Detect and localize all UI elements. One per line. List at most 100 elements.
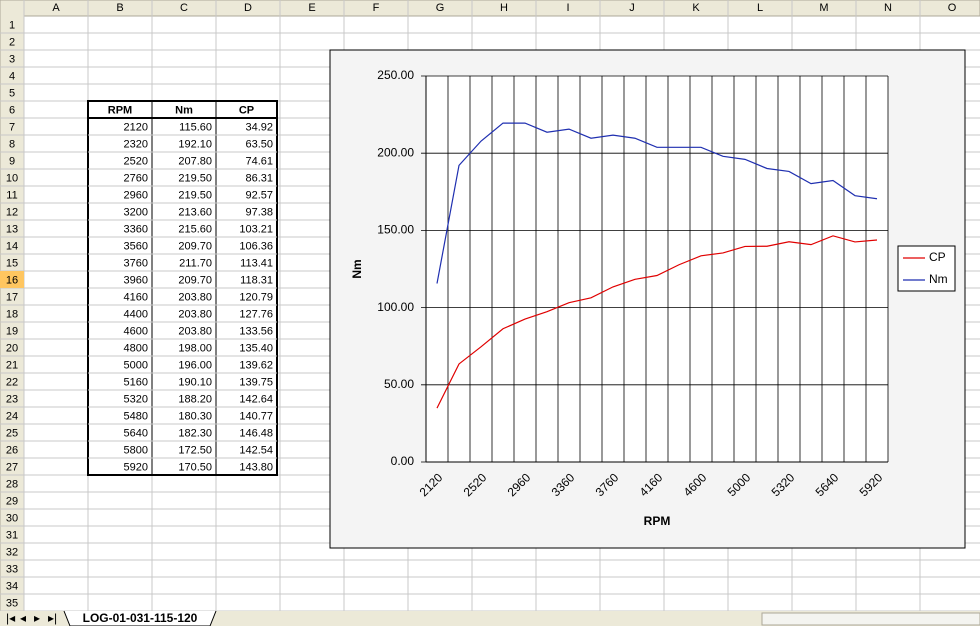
table-cell: 143.80 (239, 461, 273, 473)
table-cell: 4160 (124, 291, 148, 303)
table-cell: 209.70 (178, 240, 212, 252)
sheet-nav-button[interactable]: ◂ (20, 611, 26, 625)
column-header: E (308, 2, 315, 14)
table-cell: 211.70 (179, 257, 212, 269)
column-header: L (757, 2, 763, 14)
table-cell: 5480 (124, 410, 148, 422)
row-header: 1 (9, 19, 15, 31)
table-cell: 86.31 (245, 172, 273, 184)
row-header: 6 (9, 104, 15, 116)
y-tick-label: 50.00 (384, 377, 414, 391)
x-axis-title: RPM (644, 514, 671, 528)
sheet-nav-button[interactable]: |◂ (6, 611, 15, 625)
y-tick-label: 250.00 (377, 68, 414, 82)
table-cell: 2320 (124, 138, 148, 150)
table-cell: 215.60 (178, 223, 212, 235)
table-cell: 2120 (124, 121, 148, 133)
legend-label: Nm (929, 272, 948, 286)
horizontal-scrollbar[interactable] (761, 612, 980, 626)
row-header: 31 (6, 529, 18, 541)
row-header: 25 (6, 427, 18, 439)
row-header: 15 (6, 257, 18, 269)
table-cell: 113.41 (240, 257, 273, 269)
y-tick-label: 0.00 (391, 454, 415, 468)
legend-box (897, 245, 956, 292)
row-header: 21 (6, 359, 18, 371)
row-header: 18 (6, 308, 18, 320)
table-cell: 3760 (124, 257, 148, 269)
table-cell: 203.80 (178, 291, 212, 303)
row-header: 33 (6, 563, 18, 575)
row-header: 30 (6, 512, 18, 524)
row-header: 2 (9, 36, 15, 48)
row-header: 20 (6, 342, 18, 354)
table-cell: 115.60 (179, 121, 212, 133)
row-header: 29 (6, 495, 18, 507)
column-header: D (244, 2, 252, 14)
table-cell: 5000 (124, 359, 148, 371)
table-cell: 190.10 (178, 376, 212, 388)
series-line (436, 122, 878, 284)
table-cell: 106.36 (239, 240, 273, 252)
table-cell: 140.77 (239, 410, 273, 422)
table-cell: 97.38 (245, 206, 273, 218)
column-header: O (948, 2, 957, 14)
row-header: 11 (6, 189, 17, 201)
sheet-nav-button[interactable]: ▸ (34, 611, 40, 625)
row-header: 35 (6, 597, 18, 609)
row-header: 32 (6, 546, 18, 558)
table-cell: 198.00 (178, 342, 212, 354)
row-header: 4 (9, 70, 15, 82)
column-header-bar (0, 0, 980, 17)
row-header: 14 (6, 240, 18, 252)
table-cell: 182.30 (178, 427, 212, 439)
column-header: H (500, 2, 508, 14)
plot-area (426, 76, 888, 462)
sheet-tab-label[interactable]: LOG-01-031-115-120 (83, 611, 198, 625)
table-cell: 188.20 (178, 393, 212, 405)
table-cell: 213.60 (178, 206, 212, 218)
table-cell: 203.80 (178, 325, 212, 337)
table-cell: 219.50 (178, 189, 212, 201)
legend-label: CP (929, 250, 946, 264)
tab-bar (0, 611, 980, 626)
table-cell: 139.62 (239, 359, 273, 371)
column-header: B (116, 2, 123, 14)
table-cell: 4600 (124, 325, 148, 337)
row-header: 8 (9, 138, 15, 150)
row-header: 16 (6, 274, 18, 286)
row-header: 17 (6, 291, 18, 303)
table-cell: 120.79 (239, 291, 273, 303)
table-cell: 180.30 (178, 410, 212, 422)
row-header: 19 (6, 325, 18, 337)
table-cell: 4800 (124, 342, 148, 354)
series-line (436, 235, 878, 409)
row-header: 7 (9, 121, 15, 133)
table-cell: 5800 (124, 444, 148, 456)
table-cell: 172.50 (178, 444, 212, 456)
table-cell: 127.76 (239, 308, 273, 320)
table-cell: 192.10 (178, 138, 212, 150)
row-header: 26 (6, 444, 18, 456)
y-tick-label: 100.00 (377, 300, 414, 314)
table-cell: 103.21 (239, 223, 273, 235)
table-cell: 5640 (124, 427, 148, 439)
column-header: C (180, 2, 188, 14)
sheet-tab[interactable] (63, 610, 217, 626)
table-header: CP (239, 104, 254, 116)
y-tick-label: 150.00 (377, 223, 414, 237)
table-cell: 3560 (124, 240, 148, 252)
row-header: 27 (6, 461, 18, 473)
table-cell: 118.31 (240, 274, 273, 286)
row-header: 34 (6, 580, 18, 592)
column-header: J (629, 2, 635, 14)
table-cell: 92.57 (245, 189, 273, 201)
sheet-nav-button[interactable]: ▸| (48, 611, 57, 625)
row-header: 3 (9, 53, 15, 65)
table-cell: 5160 (124, 376, 148, 388)
table-cell: 5320 (124, 393, 148, 405)
table-cell: 3360 (124, 223, 148, 235)
row-header: 12 (6, 206, 18, 218)
